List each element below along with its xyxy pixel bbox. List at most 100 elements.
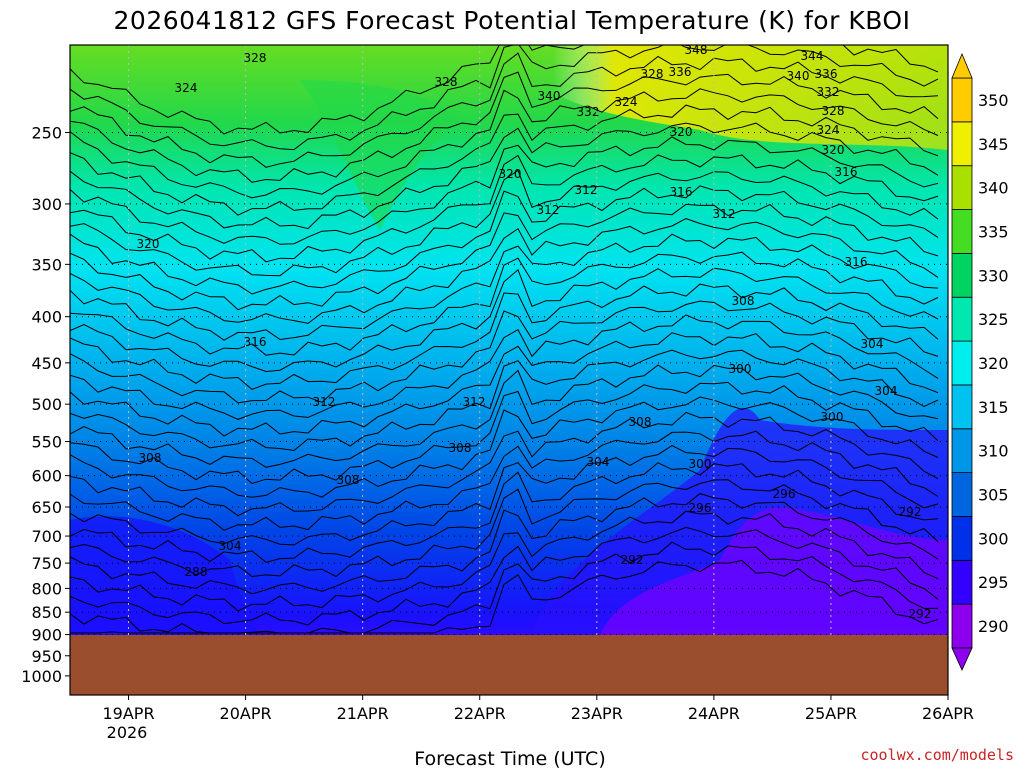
contour-label: 336 bbox=[815, 67, 838, 81]
x-axis-label: Forecast Time (UTC) bbox=[414, 748, 605, 768]
contour-label: 312 bbox=[537, 203, 560, 217]
contour-line bbox=[70, 559, 939, 634]
contour-label: 296 bbox=[773, 487, 796, 501]
colorbar-segment bbox=[951, 252, 973, 298]
contour-line bbox=[70, 526, 939, 626]
contour-label: 292 bbox=[621, 553, 644, 567]
x-tick-label: 21APR bbox=[337, 704, 389, 723]
contour-label: 328 bbox=[641, 67, 664, 81]
contour-line bbox=[70, 71, 939, 183]
x-tick-label: 20APR bbox=[220, 704, 272, 723]
colorbar-low-arrow bbox=[951, 647, 973, 671]
contour-line bbox=[70, 136, 939, 245]
contour-label: 300 bbox=[729, 362, 752, 376]
contour-label: 304 bbox=[875, 384, 898, 398]
terrain bbox=[70, 635, 948, 695]
contour-label: 336 bbox=[669, 65, 692, 79]
colorbar: 290 295 300 305 310 315 320 325 330 335 340 345 350 bbox=[951, 52, 1009, 671]
contour-label: 308 bbox=[629, 415, 652, 429]
y-tick-label: 750 bbox=[31, 554, 62, 573]
contour-label: 344 bbox=[801, 49, 824, 63]
contour-line bbox=[70, 218, 939, 324]
y-tick-label: 800 bbox=[31, 579, 62, 598]
colorbar-tick-label: 320 bbox=[978, 354, 1009, 373]
gridlines bbox=[70, 45, 948, 695]
contour-label: 288 bbox=[185, 565, 208, 579]
colorbar-segment bbox=[951, 603, 973, 649]
contour-line bbox=[70, 203, 939, 311]
colorbar-segment bbox=[951, 165, 973, 210]
contour-label: 332 bbox=[817, 85, 840, 99]
colorbar-segment bbox=[951, 516, 973, 561]
colorbar-tick-label: 340 bbox=[978, 179, 1009, 198]
contour-line bbox=[70, 314, 939, 420]
contour-line bbox=[70, 45, 939, 135]
colorbar-segment bbox=[951, 384, 973, 430]
contour-label: 308 bbox=[337, 473, 360, 487]
contour-line bbox=[70, 45, 939, 151]
y-tick-label: 900 bbox=[31, 626, 62, 645]
contour-label: 312 bbox=[575, 183, 598, 197]
colorbar-tick-label: 330 bbox=[978, 266, 1009, 285]
colorbar-segment bbox=[951, 296, 973, 342]
contour-line bbox=[70, 332, 939, 437]
contour-line bbox=[70, 122, 939, 230]
x-axis: 19APR 20APR 21APR 22APR 23APR 24APR 25APR 26APR bbox=[102, 695, 974, 723]
contour-label: 308 bbox=[449, 441, 472, 455]
coldest-surface-region-right bbox=[600, 507, 948, 635]
colorbar-segment bbox=[951, 209, 973, 254]
contour-label: 312 bbox=[313, 395, 336, 409]
contour-line bbox=[70, 267, 939, 373]
x-tick-label: 26APR bbox=[922, 704, 974, 723]
contour-label: 304 bbox=[861, 337, 884, 351]
contour-label: 312 bbox=[713, 207, 736, 221]
y-tick-label: 700 bbox=[31, 527, 62, 546]
colorbar-segment bbox=[951, 559, 973, 605]
colorbar-tick-label: 305 bbox=[978, 486, 1009, 505]
contour-label: 320 bbox=[499, 167, 522, 181]
contour-label: 320 bbox=[670, 125, 693, 139]
contour-line bbox=[70, 510, 939, 612]
contour-label: 300 bbox=[821, 410, 844, 424]
contour-line bbox=[70, 251, 939, 356]
x-tick-label: 19APR bbox=[102, 704, 154, 723]
contour-line bbox=[70, 381, 939, 485]
contour-label: 292 bbox=[899, 505, 922, 519]
y-tick-label: 850 bbox=[31, 603, 62, 622]
contour-label: 308 bbox=[732, 294, 755, 308]
contour-label: 316 bbox=[845, 255, 868, 269]
x-tick-label: 24APR bbox=[688, 704, 740, 723]
contour-label: 300 bbox=[689, 457, 712, 471]
x-tick-label: 25APR bbox=[805, 704, 857, 723]
colorbar-tick-label: 325 bbox=[978, 310, 1009, 329]
x-tick-label: 23APR bbox=[571, 704, 623, 723]
contour-line bbox=[70, 411, 939, 517]
contour-line bbox=[70, 493, 939, 595]
contour-line bbox=[70, 445, 939, 546]
colorbar-segment bbox=[951, 77, 973, 123]
colorbar-segment bbox=[951, 340, 973, 386]
y-tick-label: 400 bbox=[31, 308, 62, 327]
contour-line bbox=[70, 364, 939, 468]
contour-line bbox=[70, 349, 939, 452]
contour-label: 340 bbox=[538, 89, 561, 103]
colorbar-tick-label: 310 bbox=[978, 442, 1009, 461]
credit-link[interactable]: coolwx.com/models bbox=[860, 746, 1014, 764]
colorbar-tick-label: 345 bbox=[978, 135, 1009, 154]
contour-label: 296 bbox=[689, 501, 712, 515]
colorbar-tick-label: 300 bbox=[978, 529, 1009, 548]
colorbar-segment bbox=[951, 428, 973, 474]
chart-title: 2026041812 GFS Forecast Potential Temper… bbox=[114, 6, 911, 35]
contour-label: 316 bbox=[670, 185, 693, 199]
contour-label: 328 bbox=[244, 51, 267, 65]
y-tick-label: 550 bbox=[31, 433, 62, 452]
contour-line bbox=[70, 233, 939, 341]
y-tick-label: 500 bbox=[31, 395, 62, 414]
contour-label: 328 bbox=[822, 104, 845, 118]
contour-line bbox=[70, 169, 939, 277]
y-tick-label: 600 bbox=[31, 467, 62, 486]
colorbar-tick-label: 290 bbox=[978, 617, 1009, 636]
